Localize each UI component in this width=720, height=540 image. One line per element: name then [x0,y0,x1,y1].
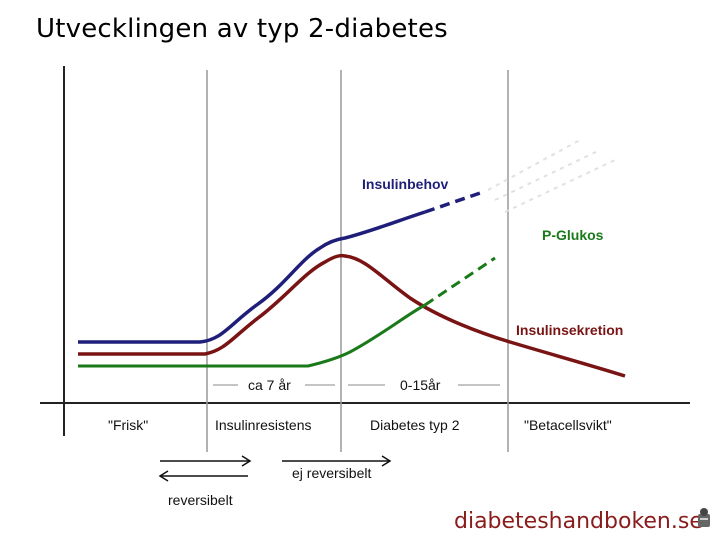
stage-label-diabetes: Diabetes typ 2 [370,417,460,433]
duration-second: 0-15år [400,377,441,393]
stage-label-frisk: "Frisk" [108,417,148,433]
extrapolation-fade [487,139,616,213]
insulinbehov-label: Insulinbehov [362,176,449,192]
p-glukos-projection [424,256,496,307]
insulinbehov-curve [78,210,426,344]
backward-arrow [158,470,248,482]
ej-reversibelt-label: ej reversibelt [292,465,371,481]
reversibelt-label: reversibelt [168,492,233,508]
diagram-title: Utvecklingen av typ 2-diabetes [36,14,448,44]
insulinbehov-projection [424,190,484,214]
duration-first: ca 7 år [248,377,291,393]
site-watermark: diabeteshandboken.se [454,509,703,534]
insulinsekretion-curve [78,253,626,378]
stage-label-insulinresistens: Insulinresistens [215,417,312,433]
forward-arrow-2 [282,455,392,467]
stage-label-betacellsvikt: "Betacellsvikt" [524,417,612,433]
insulinsekretion-label: Insulinsekretion [516,322,623,338]
p-glukos-label: P-Glukos [542,227,604,243]
forward-arrow [160,455,252,467]
mascot-logo [698,508,710,527]
p-glukos-curve [78,303,426,368]
